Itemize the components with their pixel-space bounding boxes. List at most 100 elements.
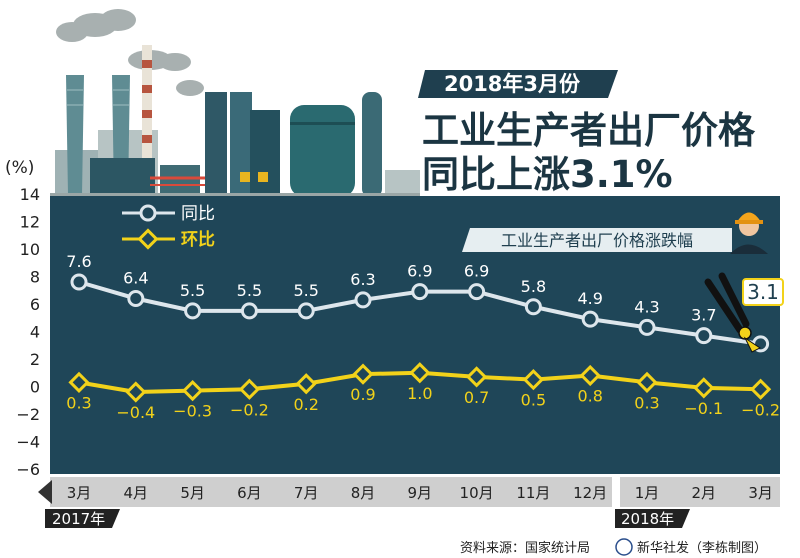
series-huanbi-label: 0.2	[293, 395, 318, 414]
legend-tongbi-marker	[139, 204, 157, 222]
series-tongbi-label: 5.5	[293, 281, 318, 300]
y-tick-label: 0	[30, 378, 40, 397]
x-axis-divider	[612, 477, 620, 507]
series-tongbi-label: 6.3	[350, 270, 375, 289]
series-tongbi-point	[354, 291, 372, 309]
y-tick-label: 10	[20, 240, 40, 259]
year-label-2018: 2018年	[615, 509, 690, 528]
xinhua-logo-icon	[615, 538, 633, 556]
series-tongbi-point	[411, 283, 429, 301]
year-2017-text: 2017年	[52, 510, 105, 528]
series-huanbi-label: −0.3	[173, 402, 212, 421]
subtitle-badge: 工业生产者出厂价格涨跌幅	[462, 228, 732, 252]
current-value-callout: 3.1	[742, 278, 784, 306]
series-huanbi-label: 0.3	[634, 393, 659, 412]
credit-text: 新华社发（李栋制图）	[637, 540, 767, 556]
y-tick-label: −2	[16, 405, 40, 424]
y-tick-label: 12	[20, 213, 40, 232]
year-2018-text: 2018年	[621, 510, 674, 528]
series-tongbi-label: 7.6	[66, 252, 91, 271]
y-tick-label: 14	[20, 185, 40, 204]
x-axis-strip	[50, 477, 780, 507]
series-tongbi-point	[297, 302, 315, 320]
series-huanbi-point	[181, 380, 204, 402]
series-huanbi-point	[636, 371, 658, 393]
y-axis-unit: (%)	[5, 158, 34, 178]
x-tick-label: 12月	[573, 484, 607, 502]
series-huanbi-label: −0.1	[684, 399, 723, 418]
series-tongbi-label: 4.3	[634, 297, 659, 316]
series-huanbi-point	[579, 364, 601, 387]
legend-huanbi-marker	[137, 228, 159, 250]
series-huanbi-label: 0.3	[66, 393, 91, 412]
x-axis-arrow	[38, 480, 52, 504]
series-huanbi-point	[693, 377, 715, 399]
series-huanbi-point	[409, 362, 431, 384]
year-label-2017: 2017年	[45, 509, 120, 528]
headline-line-2: 同比上涨3.1%	[422, 153, 673, 196]
series-tongbi-point	[638, 318, 656, 336]
series-huanbi-point	[465, 366, 488, 388]
x-tick-label: 11月	[516, 484, 550, 502]
title-banner: 2018年3月份	[418, 70, 618, 98]
series-huanbi-label: 1.0	[407, 384, 432, 403]
series-tongbi-label: 5.5	[180, 281, 205, 300]
series-tongbi: 7.6 6.4 5.5 5.5 5.5 6.3 6.9 6.9 5.8 4.9 4.3 3.7	[66, 252, 770, 353]
x-tick-label: 5月	[180, 484, 205, 502]
y-tick-label: −6	[16, 460, 40, 479]
x-tick-label: 6月	[237, 484, 262, 502]
x-tick-label: 3月	[67, 484, 92, 502]
series-tongbi-label: 3.7	[691, 306, 716, 325]
source-text: 资料来源：国家统计局	[460, 540, 590, 556]
pliers-icon	[704, 272, 761, 353]
x-tick-label: 3月	[748, 484, 773, 502]
series-huanbi-point	[125, 381, 147, 403]
series-tongbi-label: 6.9	[407, 262, 432, 281]
series-tongbi-label: 5.8	[521, 277, 546, 296]
series-huanbi-label: 0.9	[350, 385, 375, 404]
series-huanbi-label: 0.5	[521, 391, 546, 410]
x-tick-label: 9月	[408, 484, 433, 502]
series-huanbi-label: 0.7	[464, 388, 489, 407]
y-axis-ticks: 14 12 10 8 6 4 2 0 −2 −4 −6	[16, 185, 40, 479]
series-tongbi-point	[581, 310, 599, 328]
series-huanbi-point	[352, 363, 374, 385]
y-tick-label: 2	[30, 350, 40, 369]
worker-avatar	[730, 212, 768, 254]
y-tick-label: 4	[30, 323, 40, 342]
series-tongbi-point	[468, 283, 486, 301]
legend: 同比 环比	[122, 204, 215, 250]
factory-illustration	[50, 9, 420, 198]
series-huanbi-point	[295, 373, 317, 395]
series-huanbi-point	[749, 378, 772, 400]
series-huanbi-label: −0.2	[230, 400, 269, 419]
series-huanbi: 0.3 −0.4 −0.3 −0.2 0.2 0.9 1.0 0.7 0.5 0.8 0.3 −0.1…	[66, 362, 780, 422]
legend-tongbi-label: 同比	[181, 204, 215, 224]
x-tick-label: 7月	[294, 484, 319, 502]
x-tick-label: 4月	[124, 484, 149, 502]
series-tongbi-point	[240, 302, 258, 320]
series-tongbi-point	[127, 290, 145, 307]
series-huanbi-label: −0.4	[116, 403, 155, 422]
y-tick-label: 8	[30, 268, 40, 287]
series-huanbi-label: −0.2	[741, 400, 780, 419]
series-huanbi-label: 0.8	[577, 387, 602, 406]
x-axis-labels: 3月 4月 5月 6月 7月 8月 9月 10月 11月 12月 1月 2月 3月	[67, 484, 773, 502]
callout-value: 3.1	[747, 280, 779, 304]
series-tongbi-label: 5.5	[237, 281, 262, 300]
callout-box	[742, 278, 784, 306]
x-tick-label: 2月	[692, 484, 717, 502]
series-huanbi-point	[238, 378, 261, 400]
x-tick-label: 10月	[460, 484, 494, 502]
headline-line-1: 工业生产者出厂价格	[422, 109, 756, 152]
series-huanbi-point	[68, 371, 90, 393]
y-tick-label: 6	[30, 295, 40, 314]
legend-huanbi-label: 环比	[181, 229, 215, 250]
series-tongbi-point	[184, 302, 202, 320]
x-tick-label: 1月	[635, 484, 660, 502]
series-tongbi-label: 4.9	[577, 289, 602, 308]
series-tongbi-label: 6.9	[464, 262, 489, 281]
series-tongbi-label: 6.4	[123, 269, 148, 288]
series-tongbi-point	[695, 327, 713, 345]
